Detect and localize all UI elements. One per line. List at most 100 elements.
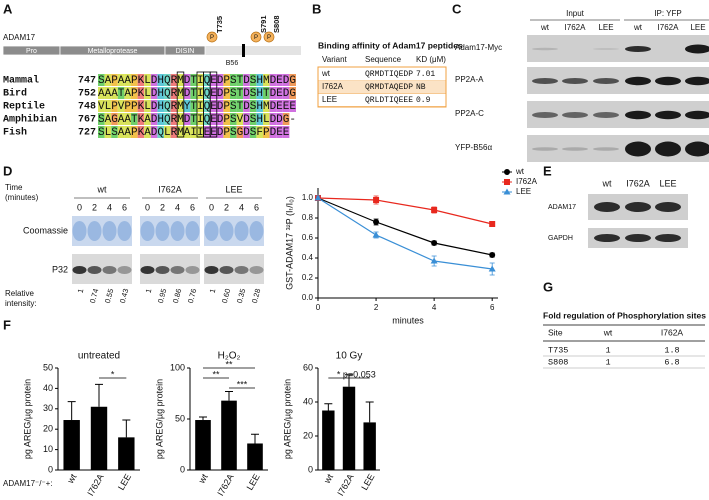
blot-band xyxy=(117,266,132,274)
group-label: LEE xyxy=(225,184,242,194)
error-bar xyxy=(324,403,333,411)
b56-mark xyxy=(242,44,245,57)
y-tick-label: 1.0 xyxy=(302,193,314,202)
residue-color xyxy=(183,100,191,112)
blot-band xyxy=(140,221,155,241)
lane-label: I762A xyxy=(565,23,587,32)
residue-color xyxy=(157,74,164,86)
y-tick-label: 50 xyxy=(43,362,53,372)
residue-color xyxy=(190,113,197,125)
blot-band xyxy=(204,266,219,274)
sig-label: * xyxy=(337,369,341,379)
residue-color xyxy=(282,126,290,138)
residue-color xyxy=(276,74,283,86)
residue-color xyxy=(137,74,145,86)
bar xyxy=(221,400,237,470)
sig-label: p=0.053 xyxy=(343,369,376,379)
time-label: 6 xyxy=(190,202,195,212)
row-fill xyxy=(318,80,446,94)
y-tick-label: 0.4 xyxy=(302,253,314,262)
residue-color xyxy=(236,100,244,112)
time-label: 4 xyxy=(239,202,244,212)
domain-label: DISIN xyxy=(176,48,195,55)
residue-color xyxy=(256,126,263,138)
residue-color xyxy=(183,74,191,86)
motif-box xyxy=(176,71,185,138)
residue-color xyxy=(177,126,184,138)
blot-band xyxy=(625,110,651,120)
residue-color xyxy=(164,100,171,112)
residue-color xyxy=(289,100,296,112)
x-tick-label: LEE xyxy=(116,472,133,492)
axis-label: Time xyxy=(5,183,23,192)
lane-label: LEE xyxy=(598,23,613,32)
data-point xyxy=(489,252,496,258)
error-bar xyxy=(345,374,353,387)
residue-color xyxy=(150,74,158,86)
x-tick-label: wt xyxy=(321,472,335,486)
time-label: 2 xyxy=(92,202,97,212)
blot-band xyxy=(594,234,620,242)
residue-color xyxy=(164,87,171,99)
residue-color xyxy=(289,87,296,99)
residue-color xyxy=(289,74,296,86)
series-line xyxy=(317,197,493,225)
residue-color xyxy=(256,113,263,125)
residue-color xyxy=(104,100,112,112)
blot-band xyxy=(685,110,709,120)
residue-color xyxy=(230,126,237,138)
blot-band xyxy=(594,202,620,212)
residue-color xyxy=(282,87,290,99)
table-cell: 6.8 xyxy=(664,357,679,367)
species: Mammal xyxy=(3,75,39,87)
lane-label: LEE xyxy=(659,178,676,188)
series-line xyxy=(317,197,493,256)
blot-band xyxy=(234,221,249,241)
blot-band xyxy=(655,202,681,212)
residue-color xyxy=(124,87,131,99)
phospho-p: P xyxy=(254,35,258,41)
blot-band xyxy=(170,266,185,274)
panel-label: A xyxy=(3,1,13,16)
blot-band xyxy=(655,76,681,86)
residue-color xyxy=(216,113,224,125)
residue-color xyxy=(170,74,178,86)
residue-color xyxy=(216,100,224,112)
residue-color xyxy=(117,113,125,125)
blot-band xyxy=(219,266,234,274)
chart-title: untreated xyxy=(78,351,120,362)
blot-band xyxy=(102,221,117,241)
residue-color xyxy=(131,126,138,138)
error-bar xyxy=(67,401,76,421)
residue-color xyxy=(216,126,224,138)
time-label: 6 xyxy=(254,202,259,212)
x-tick-label: I762A xyxy=(335,472,355,497)
residue-color xyxy=(170,87,178,99)
table-cell: QRMDTAQEDP xyxy=(365,83,413,92)
lane-label: I762A xyxy=(626,178,650,188)
residue-color xyxy=(104,87,112,99)
residue-color xyxy=(137,126,145,138)
blot-band xyxy=(532,78,558,84)
y-tick-label: 0.8 xyxy=(302,213,314,222)
residue-color xyxy=(117,126,125,138)
data-point xyxy=(373,197,380,203)
residue-color xyxy=(98,100,105,112)
bar xyxy=(90,406,108,470)
residue-color xyxy=(150,126,158,138)
blot-band xyxy=(625,46,651,52)
residue-color xyxy=(263,100,270,112)
residue-color xyxy=(137,87,145,99)
x-axis-label: minutes xyxy=(392,315,424,325)
y-tick-label: 60 xyxy=(303,362,313,372)
legend-label: LEE xyxy=(516,187,531,196)
legend-marker xyxy=(504,169,510,175)
residue-color xyxy=(203,87,211,99)
genotype-label: ADAM17⁻/⁻+: xyxy=(3,479,53,488)
site-label: S808 xyxy=(272,15,281,33)
residue-color xyxy=(124,113,131,125)
table-cell: I762A xyxy=(322,82,344,91)
x-tick-label: wt xyxy=(196,472,210,486)
table-cell: LEE xyxy=(322,95,337,104)
table-header: KD (μM) xyxy=(416,55,446,64)
